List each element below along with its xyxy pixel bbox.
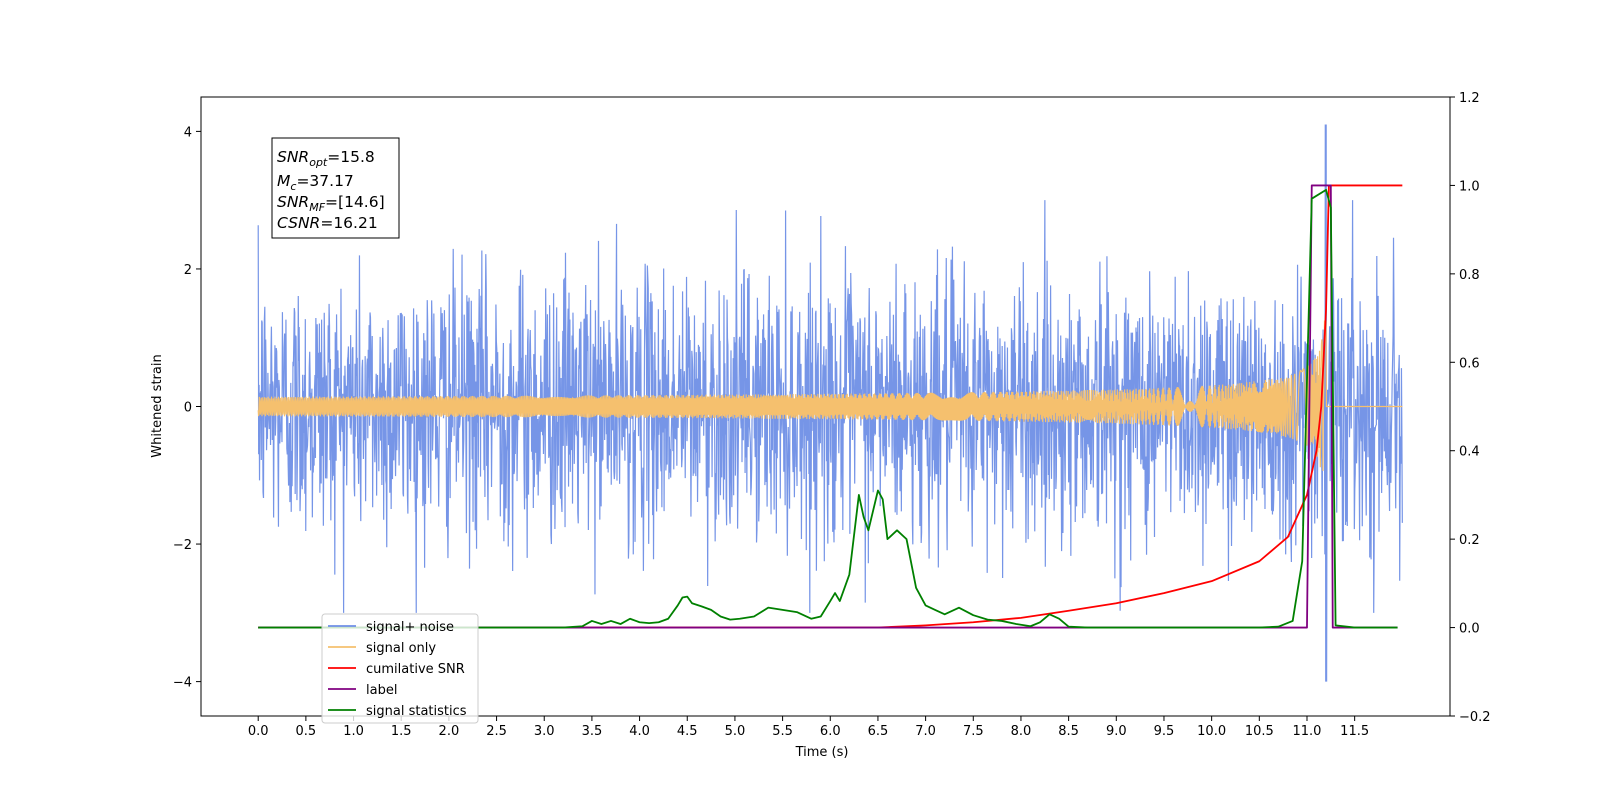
x-tick-label: 3.5 <box>582 724 603 739</box>
x-tick-label: 3.0 <box>534 724 555 739</box>
y2-tick-label: −0.2 <box>1459 710 1491 725</box>
x-tick-label: 8.5 <box>1058 724 1079 739</box>
x-tick-label: 9.5 <box>1154 724 1175 739</box>
x-tick-label: 6.0 <box>820 724 841 739</box>
y-tick-label: 0 <box>184 401 192 416</box>
x-tick-label: 6.5 <box>868 724 889 739</box>
y2-tick-label: 1.2 <box>1459 91 1480 106</box>
x-tick-label: 5.0 <box>725 724 746 739</box>
x-tick-label: 0.5 <box>296 724 317 739</box>
series-signal-statistics <box>258 188 1398 629</box>
annotation-box: SNRopt=15.8 Mc=37.17 SNRMF=[14.6] CSNR=1… <box>271 137 400 239</box>
y-tick-label: −4 <box>173 676 192 691</box>
y-tick-label: −2 <box>173 538 192 553</box>
annotation-snr-opt: SNRopt=15.8 <box>277 148 375 169</box>
annotation-frame <box>271 137 400 239</box>
x-tick-label: 1.5 <box>391 724 412 739</box>
plot-area <box>257 124 1403 682</box>
x-axis-label: Time (s) <box>795 745 849 760</box>
annotation-snr-mf: SNRMF=[14.6] <box>277 193 385 214</box>
x-tick-label: 4.5 <box>677 724 698 739</box>
x-tick-label: 5.5 <box>772 724 793 739</box>
y-tick-label: 4 <box>184 125 192 140</box>
legend: signal+ noise signal only cumilative SNR la… <box>321 613 479 724</box>
series-cumilative-snr <box>258 184 1403 629</box>
x-tick-label: 2.5 <box>486 724 507 739</box>
y-tick-label: 2 <box>184 263 192 278</box>
y-axis-label: Whitened strain <box>150 354 165 457</box>
x-tick-label: 2.0 <box>439 724 460 739</box>
y2-axis: 1.2 1.0 0.8 0.6 0.4 0.2 0.0 −0.2 <box>1450 91 1491 725</box>
y2-tick-label: 0.8 <box>1459 268 1480 283</box>
legend-label: signal+ noise <box>366 620 454 635</box>
y-axis: 4 2 0 −2 −4 <box>173 125 201 691</box>
x-tick-label: 11.5 <box>1340 724 1369 739</box>
x-tick-label: 10.0 <box>1197 724 1226 739</box>
x-tick-label: 10.5 <box>1245 724 1274 739</box>
legend-frame <box>321 613 479 724</box>
legend-label: signal statistics <box>366 704 467 719</box>
x-tick-label: 0.0 <box>248 724 269 739</box>
x-tick-label: 9.0 <box>1106 724 1127 739</box>
x-tick-label: 7.5 <box>963 724 984 739</box>
legend-label: signal only <box>366 641 436 656</box>
x-tick-label: 11.0 <box>1293 724 1322 739</box>
legend-label: label <box>366 683 397 698</box>
x-tick-label: 4.0 <box>629 724 650 739</box>
annotation-csnr: CSNR=16.21 <box>277 214 378 232</box>
x-tick-label: 7.0 <box>915 724 936 739</box>
x-axis: 0.0 0.5 1.0 1.5 2.0 2.5 3.0 3.5 4.0 4.5 5.0 5.5 6.0 6… <box>248 716 1369 739</box>
y2-tick-label: 0.6 <box>1459 356 1480 371</box>
y2-tick-label: 0.0 <box>1459 622 1480 637</box>
series-signal-only <box>257 320 1403 471</box>
x-tick-label: 1.0 <box>343 724 364 739</box>
legend-label: cumilative SNR <box>366 662 465 677</box>
y2-tick-label: 0.2 <box>1459 533 1480 548</box>
y2-tick-label: 0.4 <box>1459 445 1480 460</box>
x-tick-label: 8.0 <box>1011 724 1032 739</box>
annotation-mc: Mc=37.17 <box>277 172 354 193</box>
y2-tick-label: 1.0 <box>1459 179 1480 194</box>
